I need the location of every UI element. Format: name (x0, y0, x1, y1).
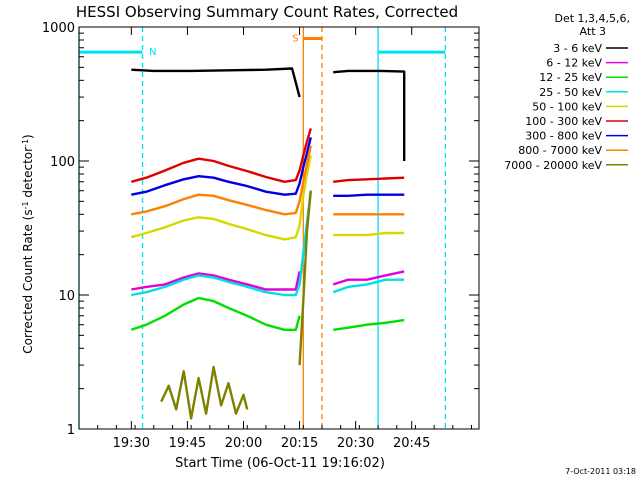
series-7-segment-0 (131, 145, 312, 216)
y-tick-label-3: 1000 (42, 21, 75, 36)
legend-label-5: 100 - 300 keV (525, 115, 602, 128)
legend-label-7: 800 - 7000 keV (518, 144, 602, 157)
y-tick-label-0: 1 (67, 423, 75, 438)
x-tick-label-5: 20:45 (393, 436, 430, 451)
x-axis-label: Start Time (06-Oct-11 19:16:02) (175, 456, 385, 471)
footer-date: 7-Oct-2011 03:18 (565, 467, 636, 476)
series-group (130, 67, 406, 420)
legend-label-4: 50 - 100 keV (532, 100, 602, 113)
legend-label-8: 7000 - 20000 keV (504, 159, 602, 172)
series-8-segment-0 (160, 365, 249, 420)
legend-label-0: 3 - 6 keV (553, 42, 602, 55)
series-2-segment-0 (130, 296, 301, 331)
series-2-segment-1 (333, 318, 405, 331)
series-4-segment-1 (333, 231, 405, 237)
y-tick-label-1: 10 (58, 289, 75, 304)
legend-header-1: Det 1,3,4,5,6, (554, 12, 630, 25)
legend-header-2: Att 3 (580, 25, 606, 38)
y-axis-label: Corrected Count Rate (s-1 detector-1) (21, 134, 36, 353)
series-3-segment-1 (332, 278, 405, 294)
x-tick-label-4: 20:30 (337, 436, 374, 451)
series-0-segment-1 (333, 69, 406, 161)
legend-label-3: 25 - 50 keV (539, 86, 602, 99)
series-1-segment-1 (332, 270, 405, 286)
flag-label-0: N (149, 47, 156, 58)
chart-title: HESSI Observing Summary Count Rates, Cor… (76, 3, 458, 21)
series-1-segment-0 (131, 271, 301, 291)
axes: 19:30 19:45 20:00 20:15 20:30 20:45 1 10 100 1000 (42, 21, 480, 451)
legend-label-1: 6 - 12 keV (546, 57, 602, 70)
series-3-segment-0 (131, 190, 312, 297)
series-5-segment-0 (130, 128, 312, 184)
plot-frame (78, 26, 480, 430)
legend-label-2: 12 - 25 keV (539, 71, 602, 84)
flag-markers: NS (79, 34, 446, 58)
x-tick-label-3: 20:15 (281, 436, 318, 451)
x-tick-label-2: 20:00 (225, 436, 262, 451)
flag-label-1: S (292, 34, 298, 45)
series-6-segment-0 (131, 137, 312, 196)
y-tick-label-2: 100 (50, 155, 75, 170)
series-0-segment-0 (131, 67, 301, 98)
x-tick-label-1: 19:45 (169, 436, 206, 451)
series-8-segment-1 (298, 190, 312, 366)
legend-label-6: 300 - 800 keV (525, 130, 602, 143)
series-6-segment-1 (333, 193, 405, 198)
series-5-segment-1 (333, 176, 405, 183)
series-4-segment-0 (130, 155, 312, 241)
x-tick-label-0: 19:30 (113, 436, 150, 451)
